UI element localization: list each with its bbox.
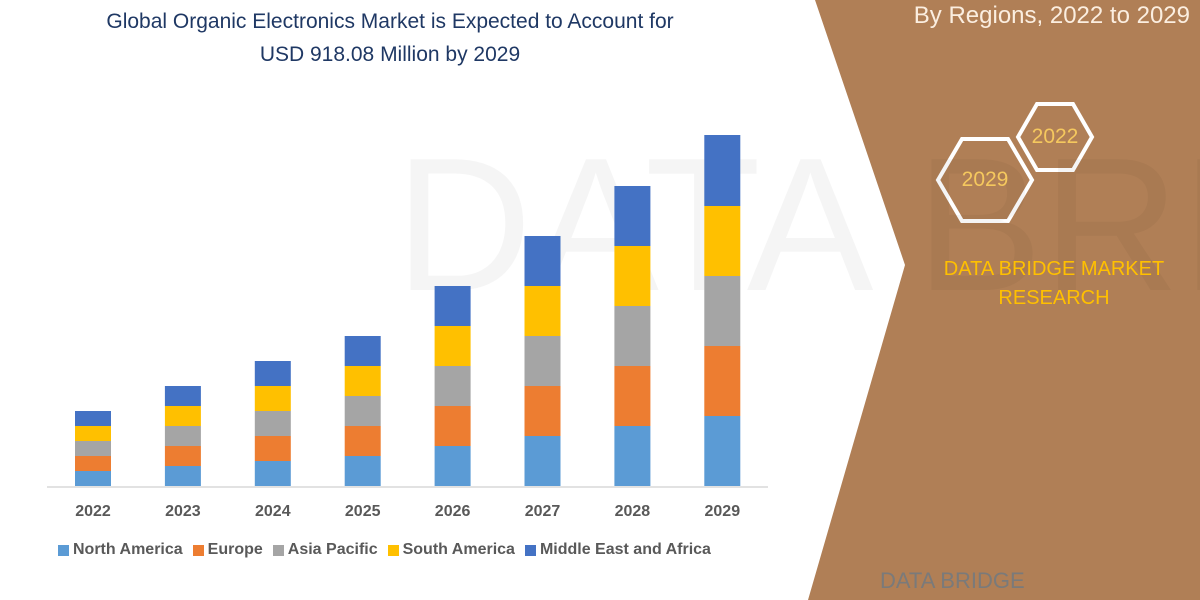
bar-segment-2023-north-america xyxy=(164,466,201,486)
bar-segment-2024-europe xyxy=(254,436,291,461)
bars xyxy=(75,135,741,486)
bar-segment-2025-south-america xyxy=(344,366,381,396)
bar-segment-2028-middle-east-and-africa xyxy=(614,186,651,246)
bar-segment-2027-north-america xyxy=(524,436,561,486)
bar-segment-2024-asia-pacific xyxy=(254,411,291,436)
bar-segment-2028-asia-pacific xyxy=(614,306,651,366)
bar-segment-2029-north-america xyxy=(704,416,741,486)
x-tick-label: 2025 xyxy=(344,503,381,520)
bar-segment-2022-north-america xyxy=(75,471,111,486)
brand-line2: RESEARCH xyxy=(998,287,1110,309)
x-tick-label: 2023 xyxy=(165,503,201,520)
logo: DATA BRIDGE xyxy=(880,568,1025,593)
brand-panel xyxy=(808,0,1200,600)
legend-item: Europe xyxy=(192,541,263,559)
x-tick-label: 2026 xyxy=(434,503,471,520)
bar-segment-2026-asia-pacific xyxy=(434,366,471,406)
legend-label: Middle East and Africa xyxy=(539,541,711,558)
x-tick-label: 2022 xyxy=(75,503,111,520)
bar-segment-2028-north-america xyxy=(614,426,651,486)
hexagon-2029 xyxy=(935,137,1035,223)
legend-swatch xyxy=(272,544,284,556)
bar-segment-2023-asia-pacific xyxy=(164,426,201,446)
bar-segment-2023-south-america xyxy=(164,406,201,426)
chart-title-line2: USD 918.08 Million by 2029 xyxy=(259,43,521,66)
legend-item: South America xyxy=(387,541,515,559)
legend-label: North America xyxy=(73,541,183,558)
bar-segment-2024-south-america xyxy=(254,386,291,411)
legend-swatch xyxy=(58,544,69,556)
x-tick-label: 2028 xyxy=(614,503,651,520)
bar-segment-2023-middle-east-and-africa xyxy=(164,386,201,406)
hex-label-2029: 2029 xyxy=(961,168,1009,191)
bar-segment-2026-north-america xyxy=(434,446,471,486)
bar-segment-2024-middle-east-and-africa xyxy=(254,361,291,386)
hex-label-2022: 2022 xyxy=(1031,125,1079,148)
x-tick-label: 2029 xyxy=(704,503,741,520)
bar-segment-2027-south-america xyxy=(524,286,561,336)
bar-segment-2025-north-america xyxy=(344,456,381,486)
bar-segment-2029-europe xyxy=(704,346,741,416)
legend-item: North America xyxy=(58,541,183,559)
bar-segment-2025-asia-pacific xyxy=(344,396,381,426)
bar-segment-2022-south-america xyxy=(75,426,111,441)
chart-title-line1: Global Organic Electronics Market is Exp… xyxy=(106,10,674,33)
hexagon-2022 xyxy=(1015,102,1095,172)
legend-swatch xyxy=(524,544,536,556)
bar-segment-2025-europe xyxy=(344,426,381,456)
legend-label: Europe xyxy=(207,541,263,558)
legend-item: Asia Pacific xyxy=(272,541,378,559)
bar-segment-2026-south-america xyxy=(434,326,471,366)
legend-swatch xyxy=(387,544,399,556)
bar-segment-2028-europe xyxy=(614,366,651,426)
bar-segment-2025-middle-east-and-africa xyxy=(344,336,381,366)
bar-segment-2023-europe xyxy=(164,446,201,466)
bar-segment-2028-south-america xyxy=(614,246,651,306)
bar-segment-2024-north-america xyxy=(254,461,291,486)
brand-line1: DATA BRIDGE MARKET xyxy=(943,258,1165,280)
bar-segment-2029-asia-pacific xyxy=(704,276,741,346)
brand-name: DATA BRIDGE MARKET RESEARCH xyxy=(920,255,1188,313)
bar-segment-2029-south-america xyxy=(704,206,741,276)
bar-segment-2026-europe xyxy=(434,406,471,446)
bar-segment-2022-middle-east-and-africa xyxy=(75,411,111,426)
legend-label: South America xyxy=(402,541,515,558)
bar-segment-2027-asia-pacific xyxy=(524,336,561,386)
bar-segment-2027-middle-east-and-africa xyxy=(524,236,561,286)
bar-segment-2022-europe xyxy=(75,456,111,471)
legend-item: Middle East and Africa xyxy=(524,541,711,559)
bar-segment-2026-middle-east-and-africa xyxy=(434,286,471,326)
x-tick-label: 2027 xyxy=(524,503,561,520)
legend-swatch xyxy=(192,544,204,556)
legend: North America Europe Asia Pacific South Ame… xyxy=(58,541,711,559)
bar-segment-2027-europe xyxy=(524,386,561,436)
legend-label: Asia Pacific xyxy=(287,541,378,558)
bar-segment-2022-asia-pacific xyxy=(75,441,111,456)
bar-segment-2029-middle-east-and-africa xyxy=(704,135,741,206)
x-tick-label: 2024 xyxy=(255,503,291,520)
chart-subtitle: By Regions, 2022 to 2029 xyxy=(913,2,1190,29)
